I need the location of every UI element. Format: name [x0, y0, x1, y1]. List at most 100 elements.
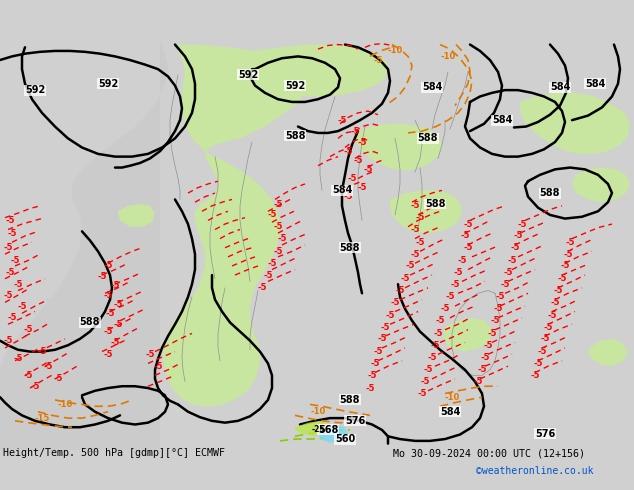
Text: ©weatheronline.co.uk: ©weatheronline.co.uk: [476, 466, 593, 476]
Text: -5: -5: [540, 334, 550, 343]
Text: -10: -10: [311, 407, 326, 416]
Text: -5: -5: [493, 304, 503, 313]
Text: -5: -5: [405, 262, 415, 270]
Text: 584: 584: [422, 82, 442, 93]
Text: -5: -5: [7, 314, 16, 322]
Text: -5: -5: [110, 338, 120, 347]
Text: -5: -5: [23, 325, 33, 334]
Text: -5: -5: [17, 301, 27, 311]
Text: -15: -15: [34, 414, 49, 422]
Text: -5: -5: [463, 220, 473, 228]
Text: -5: -5: [495, 293, 505, 301]
Text: 592: 592: [285, 80, 305, 91]
Text: -5: -5: [566, 238, 575, 247]
Text: 584: 584: [492, 115, 512, 125]
Text: -5: -5: [537, 347, 547, 356]
Text: -5: -5: [563, 249, 573, 259]
Text: -5: -5: [417, 389, 427, 398]
Text: -5: -5: [517, 220, 527, 228]
Text: -5: -5: [380, 322, 390, 332]
Text: -5: -5: [113, 300, 123, 309]
Text: -5: -5: [5, 216, 15, 225]
Text: -5: -5: [430, 341, 440, 350]
Text: -10: -10: [387, 47, 403, 55]
Text: -5: -5: [463, 243, 473, 252]
Text: -5: -5: [257, 283, 267, 293]
Text: -10: -10: [441, 52, 456, 61]
Text: -5: -5: [433, 329, 443, 338]
Text: 584: 584: [332, 185, 353, 196]
Text: -25: -25: [311, 425, 325, 435]
Text: -10: -10: [444, 392, 460, 402]
Text: 588: 588: [340, 243, 360, 253]
Text: -5: -5: [550, 298, 560, 307]
Text: 584: 584: [550, 82, 570, 93]
Text: -5: -5: [410, 225, 420, 234]
Text: -5: -5: [365, 384, 375, 392]
Text: -5: -5: [453, 268, 463, 277]
Text: -5: -5: [113, 320, 123, 329]
Text: -5: -5: [13, 280, 23, 289]
Text: -5: -5: [110, 281, 120, 291]
Text: -5: -5: [97, 272, 107, 281]
Text: -5: -5: [3, 336, 13, 345]
Text: -5: -5: [277, 234, 287, 243]
Text: 592: 592: [25, 85, 45, 95]
Text: -5: -5: [103, 327, 113, 336]
Text: -5: -5: [415, 213, 425, 222]
Polygon shape: [0, 40, 168, 450]
Polygon shape: [163, 45, 320, 406]
Text: 588: 588: [425, 199, 445, 209]
Text: -5: -5: [553, 286, 563, 295]
Text: -5: -5: [268, 259, 277, 268]
Text: -5: -5: [105, 309, 115, 318]
Text: -5: -5: [263, 270, 273, 280]
Text: -5: -5: [410, 249, 420, 259]
Text: -5: -5: [530, 371, 540, 380]
Text: -5: -5: [391, 298, 400, 307]
Text: -5: -5: [450, 280, 460, 289]
Text: 584: 584: [585, 79, 605, 89]
Text: -5: -5: [436, 316, 444, 325]
Polygon shape: [295, 421, 328, 436]
Text: -5: -5: [343, 147, 353, 156]
Text: -5: -5: [23, 371, 33, 380]
Polygon shape: [588, 339, 628, 366]
Text: -5: -5: [445, 293, 455, 301]
Text: -5: -5: [473, 377, 482, 386]
Polygon shape: [390, 190, 462, 233]
Text: 588: 588: [540, 188, 560, 198]
Text: -5: -5: [503, 268, 513, 277]
Text: -5: -5: [373, 347, 383, 356]
Text: -5: -5: [533, 359, 543, 368]
Text: -5: -5: [343, 192, 353, 201]
Text: -5: -5: [273, 247, 283, 256]
Text: -5: -5: [363, 165, 373, 174]
Text: 588: 588: [285, 131, 305, 141]
Text: 568: 568: [318, 425, 338, 435]
Text: -5: -5: [10, 256, 20, 265]
Text: -5: -5: [514, 231, 523, 241]
Text: -5: -5: [353, 156, 363, 165]
Text: -5: -5: [385, 311, 395, 319]
Text: Mo 30-09-2024 00:00 UTC (12+156): Mo 30-09-2024 00:00 UTC (12+156): [393, 448, 585, 458]
Text: -5: -5: [373, 55, 383, 65]
Text: 592: 592: [98, 79, 118, 89]
Text: -5: -5: [357, 183, 366, 192]
Text: -5: -5: [500, 280, 510, 289]
Text: -5: -5: [400, 274, 410, 283]
Text: -5: -5: [273, 222, 283, 231]
Text: -5: -5: [543, 322, 553, 332]
Text: -5: -5: [53, 374, 63, 384]
Text: -5: -5: [145, 350, 155, 359]
Text: -5: -5: [480, 353, 489, 362]
Text: -5: -5: [13, 354, 23, 364]
Polygon shape: [572, 168, 630, 202]
Text: -5: -5: [557, 274, 567, 283]
Text: -5: -5: [427, 353, 437, 362]
Polygon shape: [356, 124, 442, 171]
Text: Height/Temp. 500 hPa [gdmp][°C] ECMWF: Height/Temp. 500 hPa [gdmp][°C] ECMWF: [3, 448, 225, 458]
Text: -5: -5: [43, 362, 53, 370]
Text: -5: -5: [377, 334, 387, 343]
Text: -5: -5: [103, 291, 113, 299]
